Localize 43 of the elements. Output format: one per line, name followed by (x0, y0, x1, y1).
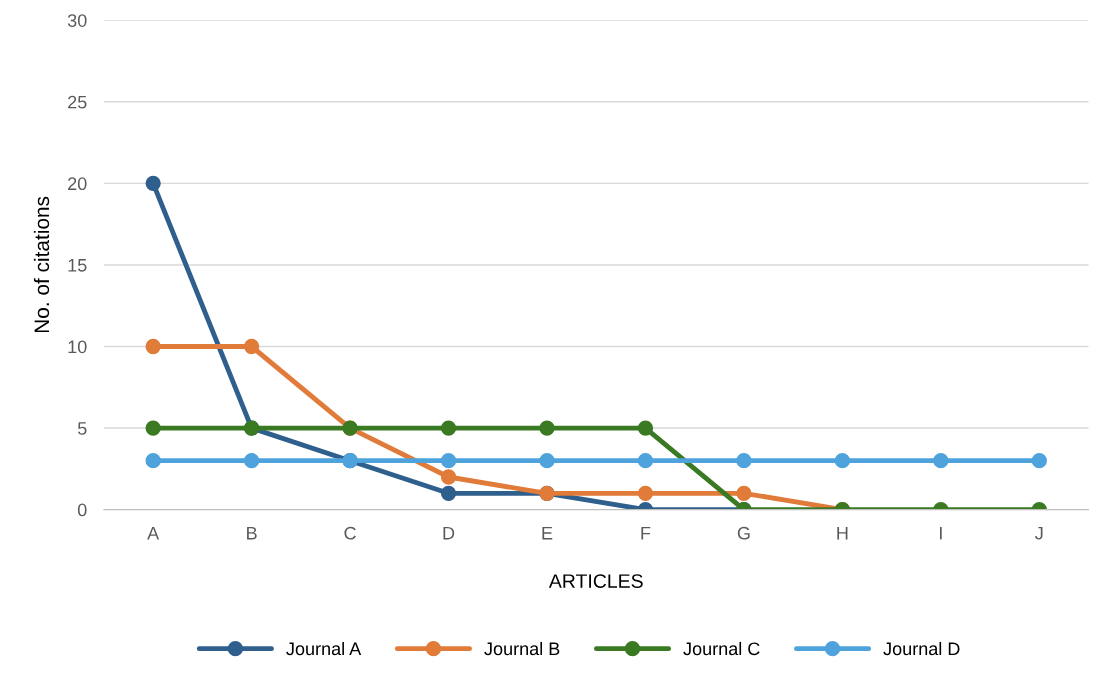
x-tick-label: D (443, 526, 455, 540)
x-tick-label: A (147, 526, 160, 540)
point (145, 175, 161, 192)
legend-label: Journal D (883, 641, 960, 656)
point (736, 453, 752, 469)
x-tick-label: C (344, 526, 356, 540)
point (736, 485, 752, 501)
point (637, 485, 654, 501)
x-axis-title: ARTICLES (548, 574, 643, 588)
x-tick-label: J (1035, 526, 1043, 540)
point (145, 338, 161, 355)
point (243, 338, 260, 355)
legend-label: Journal A (286, 641, 362, 656)
legend-label: Journal B (484, 641, 560, 656)
point (933, 453, 949, 469)
y-tick-label: 30 (67, 14, 87, 27)
y-axis-title: No. of citations (33, 196, 50, 333)
point (440, 453, 457, 469)
point (440, 469, 457, 485)
y-tick-label: 0 (77, 503, 87, 517)
legend-label: Journal C (683, 641, 760, 656)
point (637, 420, 654, 436)
x-tick-label: B (247, 526, 257, 540)
point (145, 420, 161, 436)
point (1031, 453, 1047, 469)
point (539, 420, 555, 436)
point (440, 420, 457, 436)
point (440, 485, 457, 501)
point (539, 453, 555, 469)
point (637, 453, 654, 469)
x-tick-label: E (542, 526, 553, 540)
x-tick-label: I (940, 526, 942, 540)
point (145, 453, 161, 469)
x-tick-label: F (641, 526, 651, 540)
y-tick-label: 10 (68, 340, 87, 354)
x-tick-label: H (837, 526, 848, 540)
point (834, 453, 851, 469)
y-tick-label: 20 (68, 177, 87, 191)
y-tick-label: 5 (77, 422, 87, 435)
y-tick-label: 15 (68, 259, 87, 272)
point (243, 453, 260, 469)
x-tick-label: G (737, 526, 750, 540)
y-tick-label: 25 (68, 95, 87, 109)
